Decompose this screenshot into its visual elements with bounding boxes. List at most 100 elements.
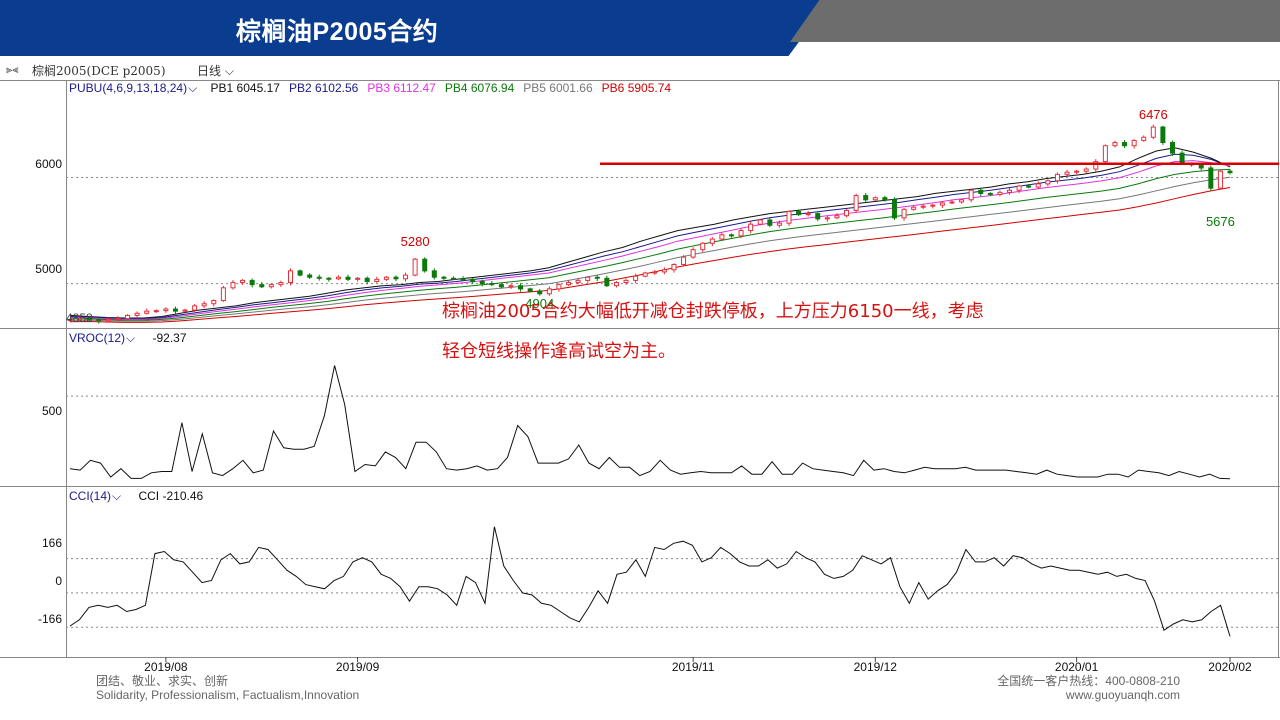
candle-body bbox=[604, 277, 610, 287]
period-label: 日线 bbox=[197, 64, 222, 78]
candle-body bbox=[1150, 126, 1156, 138]
chart-symbol-icon[interactable]: ⫸⫷ bbox=[6, 63, 19, 76]
candle-body bbox=[642, 272, 648, 277]
candle-body bbox=[355, 277, 361, 280]
candle-body bbox=[700, 242, 706, 251]
candle-body bbox=[824, 217, 830, 220]
candle-body bbox=[393, 276, 399, 280]
candle-body bbox=[911, 206, 917, 210]
candle-body bbox=[786, 210, 792, 224]
panel-divider-2 bbox=[0, 486, 1280, 487]
candle-body bbox=[144, 310, 150, 314]
candle-body bbox=[1227, 170, 1233, 174]
candle-body bbox=[1179, 152, 1185, 165]
pubu-indicator-name[interactable]: PUBU(4,6,9,13,18,24) bbox=[69, 81, 188, 95]
x-tick-label: 2019/08 bbox=[144, 660, 188, 674]
cci-line bbox=[69, 526, 1231, 637]
candle-body bbox=[652, 271, 658, 274]
candle-body bbox=[1083, 168, 1089, 172]
candle-body bbox=[450, 277, 456, 280]
analysis-text-line-1: 棕榈油2005合约大幅低开减仓封跌停板，上方压力6150一线，考虑 bbox=[442, 301, 984, 322]
candle-body bbox=[268, 284, 274, 288]
candle-body bbox=[345, 276, 351, 280]
y-tick-label: 5000 bbox=[35, 262, 62, 276]
y-tick-label: 166 bbox=[41, 536, 62, 550]
candle-body bbox=[479, 280, 485, 285]
candle-body bbox=[1208, 167, 1214, 189]
candle-body bbox=[719, 234, 725, 240]
candle-body bbox=[901, 208, 907, 219]
chevron-down-icon: ⌵ bbox=[126, 331, 136, 345]
candle-body bbox=[709, 238, 715, 244]
x-tick-label: 2020/02 bbox=[1208, 660, 1252, 674]
candle-body bbox=[96, 319, 102, 322]
footer-website[interactable]: www.guoyuanqh.com bbox=[1065, 688, 1180, 702]
candle-body bbox=[364, 277, 370, 282]
candle-body bbox=[633, 275, 639, 281]
candle-body bbox=[230, 282, 236, 289]
candle-body bbox=[1035, 183, 1041, 188]
footer-hotline: 全国统一客户热线：400-0808-210 bbox=[997, 674, 1180, 688]
y-tick-label: 0 bbox=[55, 574, 62, 588]
candle-body bbox=[489, 283, 495, 286]
footer-slogan: 团结、敬业、求实、创新 Solidarity, Professionalism,… bbox=[96, 674, 359, 702]
price-annotation: 4904 bbox=[525, 296, 554, 311]
candle-body bbox=[1026, 185, 1032, 188]
candle-body bbox=[1016, 185, 1022, 191]
title-banner bbox=[0, 0, 830, 56]
candle-body bbox=[403, 274, 409, 280]
candle-body bbox=[767, 219, 773, 226]
candle-body bbox=[623, 279, 629, 284]
candle-body bbox=[1131, 139, 1137, 147]
candle-body bbox=[163, 308, 169, 312]
candle-body bbox=[748, 223, 754, 232]
ma-line-pb1 bbox=[69, 147, 1231, 319]
candle-body bbox=[201, 303, 207, 307]
cci-indicator-name[interactable]: CCI(14) bbox=[69, 489, 112, 503]
period-selector[interactable]: 日线 ⌵ bbox=[197, 62, 234, 79]
price-annotation: 6476 bbox=[1139, 107, 1168, 122]
chevron-down-icon: ⌵ bbox=[112, 489, 122, 503]
panel-divider-bottom bbox=[0, 657, 1280, 658]
candle-body bbox=[546, 288, 552, 295]
candle-body bbox=[566, 282, 572, 286]
legend-item: PB2 6102.56 bbox=[288, 81, 359, 95]
candle-body bbox=[412, 258, 418, 276]
candle-body bbox=[182, 309, 188, 312]
candle-body bbox=[86, 317, 92, 321]
candle-body bbox=[527, 288, 533, 292]
candle-body bbox=[1169, 142, 1175, 154]
vroc-indicator-name[interactable]: VROC(12) bbox=[69, 331, 126, 345]
candle-body bbox=[249, 279, 255, 286]
candle-body bbox=[259, 284, 265, 288]
candle-body bbox=[872, 197, 878, 201]
candle-body bbox=[815, 213, 821, 220]
candle-body bbox=[796, 210, 802, 216]
candle-body bbox=[307, 274, 313, 278]
legend-item: CCI -210.46 bbox=[138, 489, 204, 503]
candle-body bbox=[805, 213, 811, 216]
analysis-text-line-2: 轻仓短线操作逢高试空为主。 bbox=[442, 341, 676, 362]
panel-divider-1 bbox=[0, 328, 1280, 329]
candle-body bbox=[278, 282, 284, 286]
legend-item: PB1 6045.17 bbox=[210, 81, 280, 95]
candle-body bbox=[105, 318, 111, 322]
legend-item: PB3 6112.47 bbox=[367, 81, 436, 95]
legend-item: PB4 6076.94 bbox=[444, 81, 515, 95]
ma-line-pb3 bbox=[69, 160, 1231, 320]
candle-body bbox=[834, 215, 840, 219]
candle-body bbox=[316, 276, 322, 279]
candle-body bbox=[1122, 142, 1128, 147]
candle-body bbox=[853, 195, 859, 211]
candle-body bbox=[959, 199, 965, 203]
title-banner-accent bbox=[790, 0, 1280, 42]
candle-body bbox=[1054, 173, 1060, 182]
y-tick-label: 500 bbox=[41, 404, 62, 418]
footer-contact: 全国统一客户热线：400-0808-210 www.guoyuanqh.com bbox=[997, 674, 1180, 702]
ma-line-pb5 bbox=[69, 176, 1231, 322]
chart-toolbar: ⫸⫷ 棕榈2005(DCE p2005) 日线 ⌵ bbox=[0, 60, 1280, 80]
price-annotation: 5676 bbox=[1206, 214, 1235, 229]
instrument-name[interactable]: 棕榈2005(DCE p2005) bbox=[32, 64, 166, 78]
price-annotation: 5280 bbox=[401, 234, 430, 249]
